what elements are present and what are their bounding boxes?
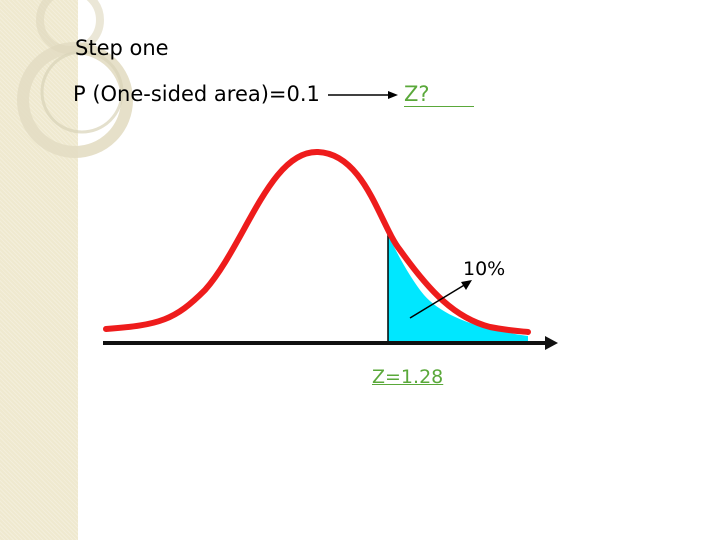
tail-percent-label: 10% [463,258,506,280]
arrow-head-icon [388,91,398,99]
axis-arrow-icon [545,336,558,350]
problem-statement: P (One-sided area)=0.1 [73,82,320,106]
z-question: Z? [404,82,430,106]
bell-curve [103,148,531,335]
decorative-side-strip [0,0,78,540]
shaded-tail-area [388,235,528,343]
percent-pointer-line [409,283,467,319]
question-underline [404,106,474,107]
percent-pointer-head-icon [461,280,472,290]
z-result-label: Z=1.28 [372,366,444,388]
decorative-rings [17,0,133,158]
step-title: Step one [75,36,169,60]
